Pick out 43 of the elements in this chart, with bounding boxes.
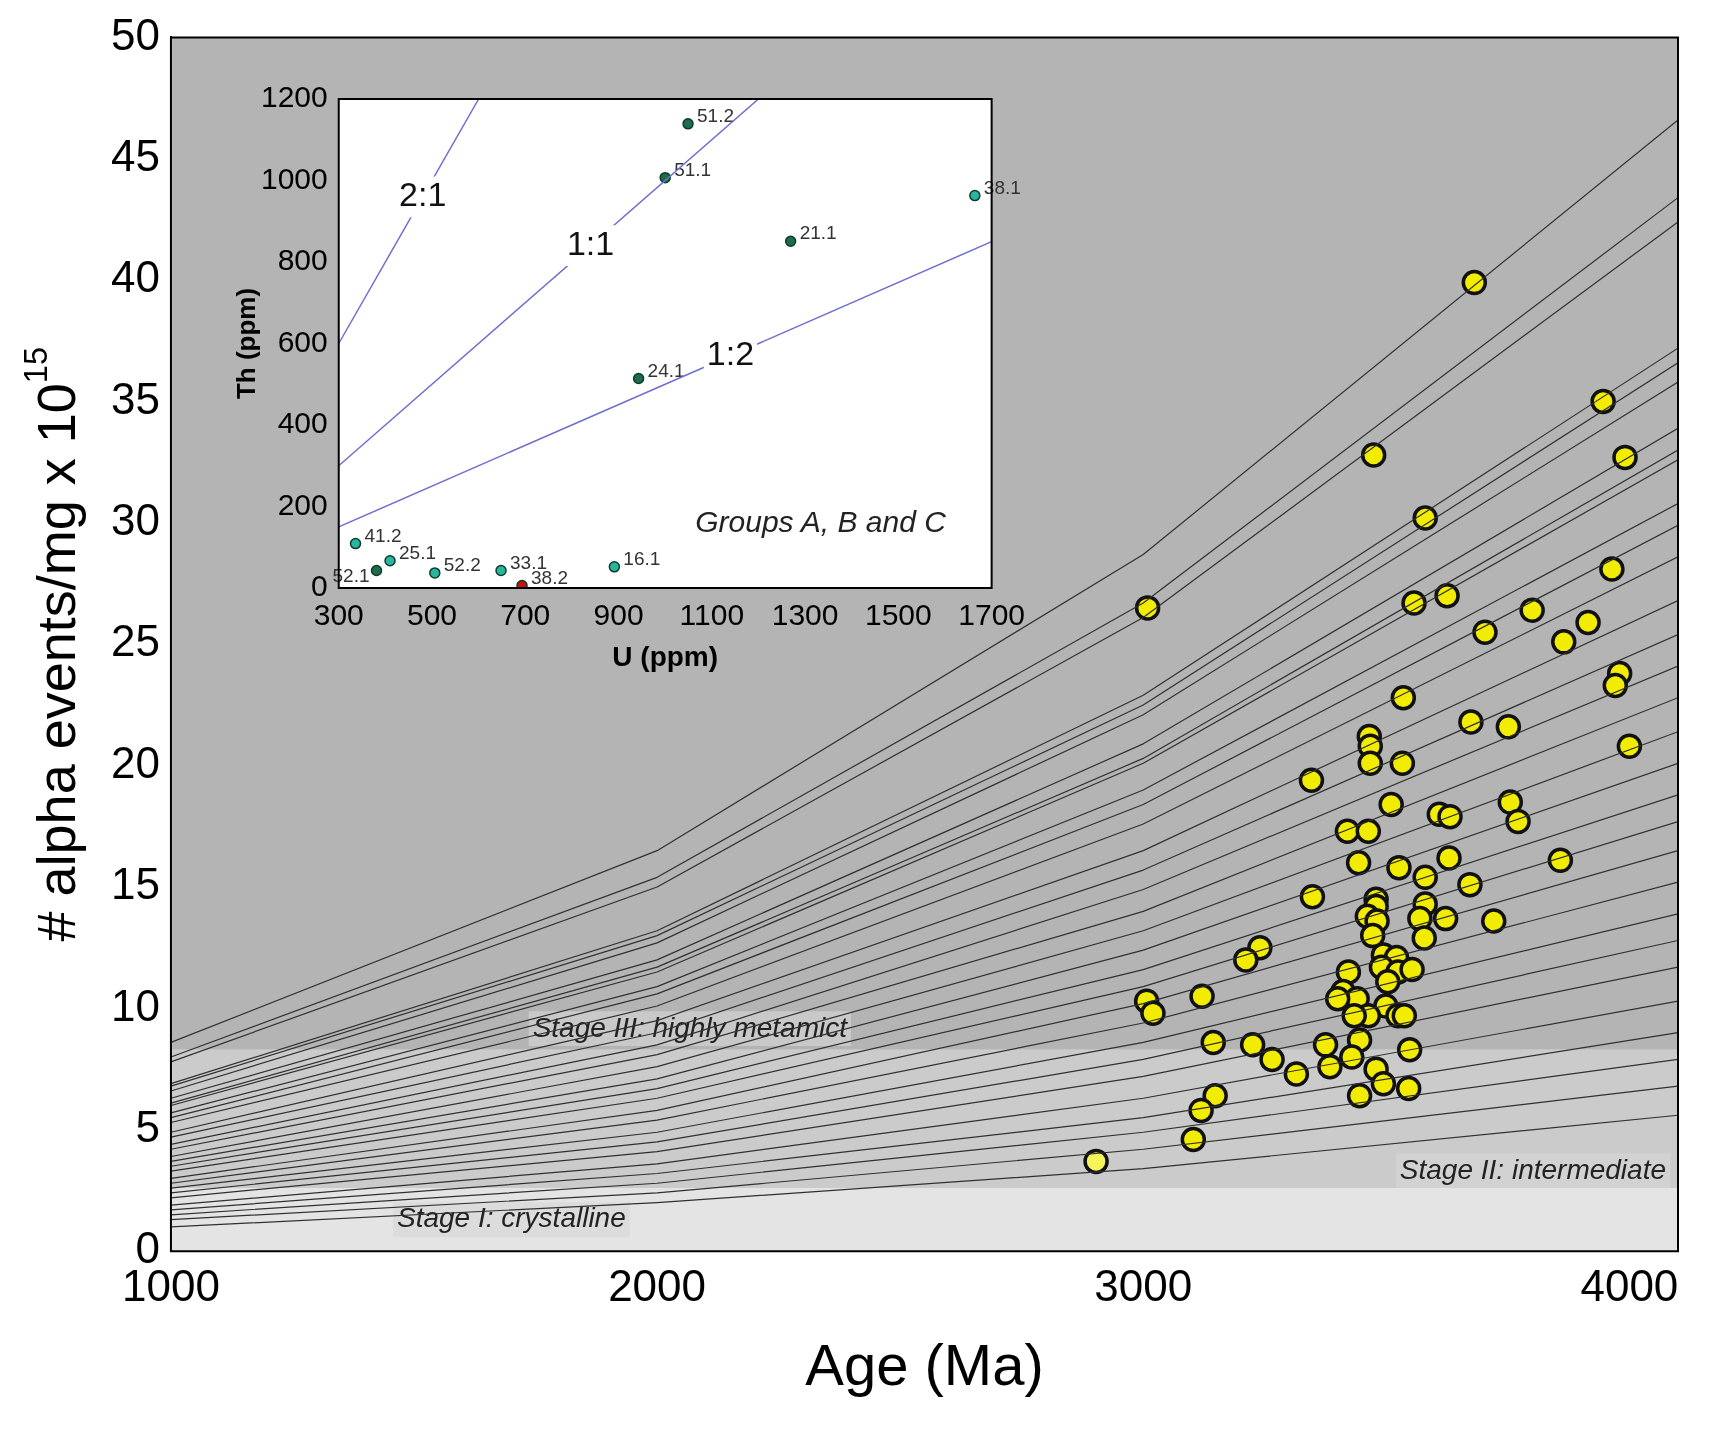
y-tick-label: 200 — [277, 487, 328, 521]
y-axis-title: Th (ppm) — [231, 287, 262, 400]
y-tick-label: 5 — [135, 1101, 160, 1151]
x-axis-title: Age (Ma) — [805, 1332, 1044, 1398]
x-tick-label: 1300 — [771, 598, 839, 632]
annotation: 21.1 — [799, 222, 837, 244]
y-tick-label: 40 — [110, 252, 160, 302]
annotation: 16.1 — [623, 548, 661, 570]
annotation: 51.1 — [674, 158, 712, 180]
annotation: 41.2 — [364, 524, 402, 546]
series-label: 1:2 — [706, 334, 755, 373]
y-tick-label: 1000 — [260, 161, 328, 195]
y-tick-label: 400 — [277, 406, 328, 440]
x-tick-label: 900 — [593, 598, 644, 632]
x-tick-label: 4000 — [1580, 1260, 1679, 1310]
x-tick-label: 1500 — [864, 598, 932, 632]
x-tick-label: 700 — [500, 598, 551, 632]
annotation: 25.1 — [399, 541, 437, 563]
x-tick-label: 3000 — [1094, 1260, 1193, 1310]
y-tick-label: 20 — [110, 737, 160, 787]
y-tick-label: 30 — [110, 495, 160, 545]
y-tick-label: 35 — [110, 373, 160, 423]
y-tick-label: 800 — [277, 243, 328, 277]
x-tick-label: 2000 — [608, 1260, 707, 1310]
x-tick-label: 500 — [406, 598, 458, 632]
y-tick-label: 15 — [110, 859, 160, 909]
annotation: 51.2 — [697, 105, 735, 127]
y-tick-label: 50 — [110, 9, 160, 59]
band-label: Stage II: intermediate — [1399, 1153, 1666, 1185]
annotation: 24.1 — [647, 359, 685, 381]
annotation: 52.2 — [443, 554, 481, 576]
x-axis-title: U (ppm) — [612, 640, 719, 672]
series-label: 2:1 — [399, 175, 447, 214]
annotation: Groups A, B and C — [695, 505, 947, 539]
y-tick-label: 600 — [277, 324, 328, 358]
y-tick-label: 45 — [110, 130, 160, 180]
y-tick-label: 1200 — [260, 80, 328, 114]
x-tick-label: 1100 — [679, 598, 745, 632]
x-tick-label: 1700 — [958, 598, 1026, 632]
series-label: 1:1 — [566, 224, 615, 263]
y-tick-label: 25 — [110, 616, 160, 666]
y-axis-title: # alpha events/mg x 1015 — [18, 347, 86, 942]
y-tick-label: 10 — [110, 980, 160, 1030]
